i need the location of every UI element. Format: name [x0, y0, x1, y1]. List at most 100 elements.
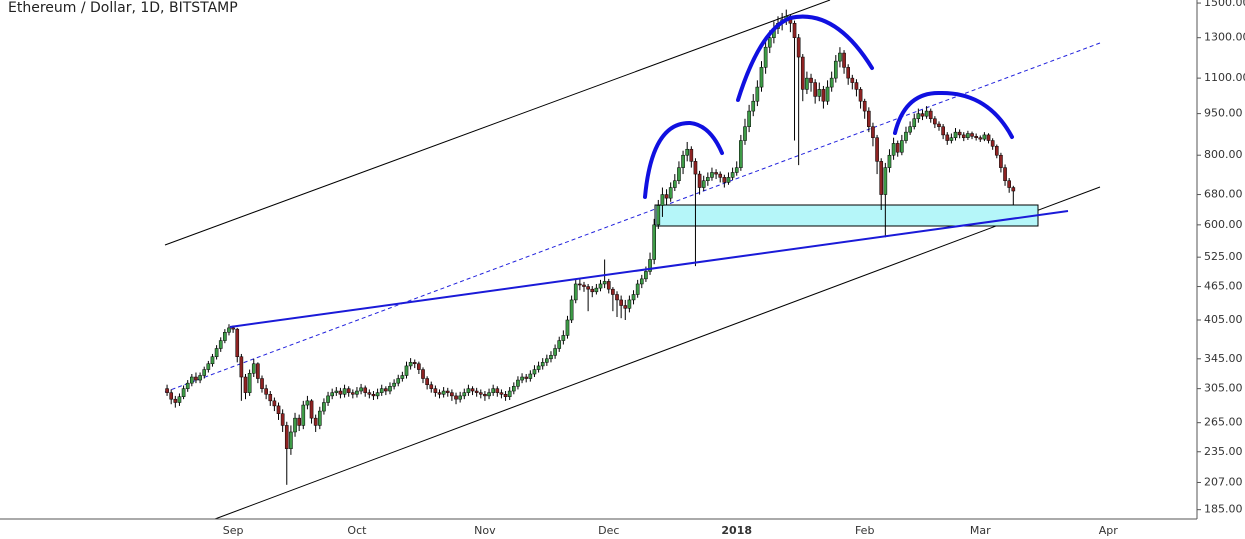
candle-body: [346, 388, 351, 393]
candle-body: [817, 89, 822, 97]
candle-body: [850, 77, 855, 83]
candle-body: [908, 126, 912, 133]
candle-body: [912, 118, 917, 127]
candle-body: [693, 161, 698, 175]
candle-body: [194, 376, 198, 381]
candle-body: [507, 390, 512, 397]
y-tick-label: 465.00: [1204, 280, 1243, 293]
candle-body: [941, 126, 945, 136]
candle-body: [697, 173, 702, 188]
candle-body: [887, 154, 892, 168]
candle-body: [181, 388, 186, 397]
candle-body: [718, 173, 723, 178]
candle-body: [838, 52, 842, 62]
candle-body: [210, 356, 215, 365]
candle-body: [714, 172, 718, 175]
candle-body: [966, 133, 970, 138]
chart-title: Ethereum / Dollar, 1D, BITSTAMP: [8, 0, 238, 16]
candle-body: [767, 37, 772, 48]
candle-body: [990, 140, 995, 147]
x-tick-label: Feb: [855, 524, 874, 537]
candle-body: [672, 180, 677, 188]
candle-body: [520, 376, 524, 381]
candle-body: [619, 299, 623, 306]
candle-body: [1003, 167, 1007, 181]
candle-body: [214, 348, 219, 357]
candle-body: [747, 110, 751, 127]
candle-body: [627, 299, 632, 309]
candle-body: [516, 379, 520, 387]
candle-body: [470, 388, 475, 392]
candle-body: [829, 77, 834, 88]
candle-body: [528, 373, 533, 379]
candle-body: [751, 100, 756, 112]
candle-body: [953, 131, 958, 138]
candle-body: [363, 387, 368, 393]
candle-body: [722, 177, 727, 183]
candle-body: [421, 369, 425, 379]
candles: [165, 9, 1016, 485]
candle-body: [825, 86, 830, 102]
candle-body: [970, 133, 974, 137]
candle-body: [924, 110, 929, 117]
candle-body: [660, 194, 665, 206]
candle-body: [540, 362, 545, 367]
candle-body: [462, 392, 467, 397]
y-tick-label: 1500.00: [1204, 0, 1245, 9]
candle-body: [326, 395, 330, 403]
x-tick-label: Sep: [223, 524, 244, 537]
candle-body: [367, 392, 372, 395]
candle-body: [730, 172, 735, 178]
candle-body: [895, 143, 900, 153]
candle-body: [417, 363, 421, 370]
candle-body: [454, 395, 458, 400]
candle-body: [441, 390, 446, 395]
candle-body: [276, 405, 281, 414]
candle-body: [268, 394, 273, 402]
candle-body: [949, 137, 954, 141]
candle-body: [272, 400, 277, 407]
y-tick-label: 800.00: [1204, 148, 1243, 161]
y-tick-label: 185.00: [1204, 503, 1243, 516]
candle-body: [689, 148, 694, 162]
candle-body: [371, 394, 376, 397]
candle-body: [582, 284, 586, 287]
trend-line: [229, 210, 1069, 328]
candle-body: [565, 319, 570, 336]
candle-body: [846, 67, 851, 79]
candle-body: [251, 363, 256, 374]
candle-body: [334, 390, 339, 393]
candle-body: [809, 77, 813, 83]
candle-body: [1011, 187, 1016, 192]
candle-body: [177, 396, 182, 403]
channel-mid-line: [164, 42, 1101, 393]
candle-body: [218, 340, 223, 349]
candle-body: [854, 82, 859, 90]
candle-body: [957, 131, 962, 136]
candle-body: [503, 394, 508, 397]
candle-body: [458, 395, 462, 400]
candle-body: [668, 187, 673, 199]
candle-body: [437, 392, 442, 395]
candle-body: [412, 362, 417, 365]
candle-body: [280, 413, 285, 426]
y-tick-label: 680.00: [1204, 188, 1243, 201]
y-tick-label: 345.00: [1204, 352, 1243, 365]
candle-body: [239, 356, 244, 378]
candle-body: [289, 431, 293, 449]
candle-body: [284, 425, 289, 449]
candle-body: [759, 67, 764, 88]
y-tick-label: 265.00: [1204, 416, 1243, 429]
candle-body: [375, 392, 380, 397]
x-tick-label: Nov: [474, 524, 496, 537]
candle-body: [495, 388, 500, 393]
candle-body: [536, 365, 541, 370]
candle-body: [396, 378, 401, 384]
candle-body: [450, 392, 454, 397]
candle-body: [842, 52, 846, 68]
candle-body: [256, 363, 260, 379]
y-tick-label: 207.00: [1204, 475, 1243, 488]
left-shoulder: [643, 120, 724, 199]
candle-body: [445, 390, 450, 393]
candle-body: [243, 376, 248, 393]
